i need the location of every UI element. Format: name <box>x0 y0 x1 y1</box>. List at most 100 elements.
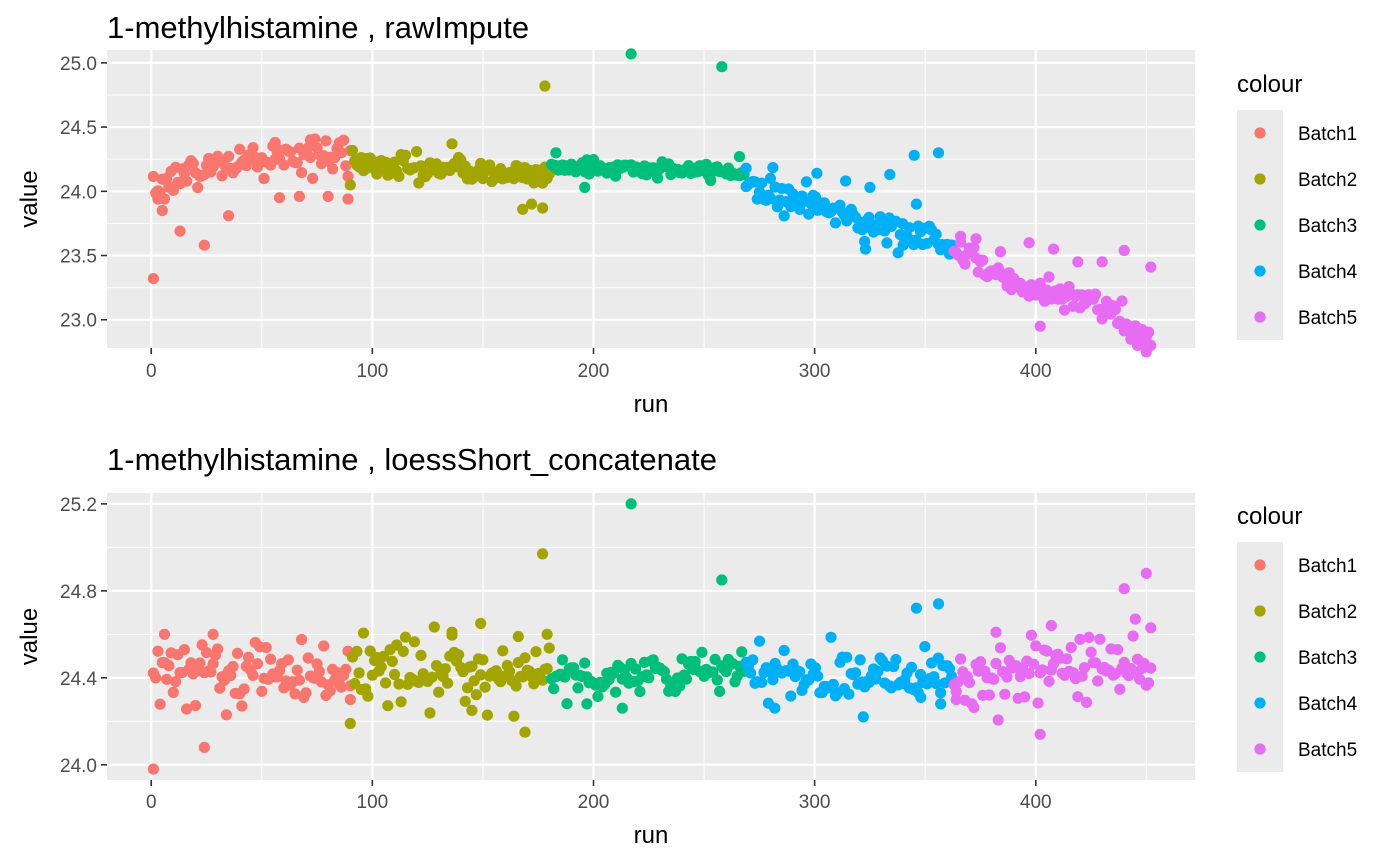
data-point-batch5 <box>1143 326 1155 338</box>
x-tick-label: 400 <box>1020 361 1052 382</box>
data-point-batch1 <box>192 181 204 194</box>
data-point-batch4 <box>740 162 752 174</box>
data-point-batch5 <box>1118 583 1130 595</box>
data-point-batch2 <box>393 678 405 690</box>
data-point-batch2 <box>466 660 478 673</box>
data-point-batch3 <box>610 686 622 698</box>
data-point-batch1 <box>189 700 202 712</box>
data-point-batch1 <box>212 643 224 655</box>
data-point-batch5 <box>955 230 967 242</box>
data-point-batch3 <box>714 685 726 698</box>
data-point-batch2 <box>446 626 458 638</box>
data-point-batch1 <box>251 658 263 670</box>
data-point-batch3 <box>711 674 723 686</box>
data-point-batch4 <box>841 651 853 663</box>
data-point-batch1 <box>238 683 250 695</box>
data-point-batch4 <box>890 654 902 666</box>
data-point-batch4 <box>872 665 884 677</box>
data-point-batch3 <box>733 151 746 163</box>
data-point-batch2 <box>453 649 465 661</box>
data-point-batch5 <box>1036 664 1048 676</box>
chart-title: 1-methylhistamine , loessShort_concatena… <box>107 442 717 477</box>
x-tick-label: 0 <box>146 792 157 813</box>
data-point-batch4 <box>778 210 790 222</box>
legend-key-point <box>1254 697 1266 709</box>
x-tick-label: 100 <box>357 361 389 382</box>
data-point-batch5 <box>1014 671 1026 683</box>
data-point-batch2 <box>537 202 549 214</box>
data-point-batch2 <box>519 726 531 738</box>
data-point-batch4 <box>932 147 945 159</box>
data-point-batch2 <box>344 179 356 191</box>
x-tick-label: 100 <box>357 792 389 813</box>
y-axis-label: value <box>16 170 43 227</box>
chart-panel-loess-short-concatenate: 0 100 200 300 400 24.0 24.4 24.8 25.2 1-methylhis… <box>16 442 1358 849</box>
data-point-batch3 <box>625 498 637 510</box>
data-point-batch1 <box>273 192 286 204</box>
data-point-batch1 <box>185 657 197 669</box>
data-point-batch5 <box>1112 644 1124 656</box>
data-point-batch5 <box>1089 288 1102 300</box>
data-point-batch4 <box>903 222 915 234</box>
data-point-batch3 <box>674 680 686 692</box>
data-point-batch3 <box>700 158 712 170</box>
legend-key-point <box>1254 651 1266 663</box>
data-point-batch4 <box>747 654 759 666</box>
data-point-batch4 <box>857 711 869 723</box>
data-point-batch4 <box>935 687 947 699</box>
data-point-batch1 <box>304 151 316 163</box>
data-point-batch1 <box>231 647 244 660</box>
data-point-batch3 <box>652 172 664 184</box>
data-point-batch2 <box>461 682 474 694</box>
legend-key-point <box>1254 559 1266 571</box>
data-point-batch4 <box>854 654 866 666</box>
data-point-batch2 <box>399 631 412 643</box>
data-point-batch5 <box>950 694 962 706</box>
data-point-batch2 <box>411 146 423 158</box>
data-point-batch2 <box>508 710 520 722</box>
data-point-batch1 <box>293 674 305 686</box>
data-point-batch1 <box>340 663 352 675</box>
y-tick-label: 23.5 <box>60 247 97 268</box>
legend: colour Batch1 Batch2 Batch3 Batch4 Batch5 <box>1237 503 1358 772</box>
data-point-batch3 <box>705 174 717 187</box>
legend-label: Batch4 <box>1298 694 1358 715</box>
data-point-batch1 <box>340 160 352 172</box>
data-point-batch1 <box>247 669 259 682</box>
data-point-batch5 <box>963 677 976 689</box>
data-point-batch1 <box>300 687 312 699</box>
data-point-batch4 <box>935 698 947 710</box>
data-point-batch4 <box>897 239 909 251</box>
legend-label: Batch3 <box>1298 216 1357 237</box>
data-point-batch4 <box>778 644 790 657</box>
chart-panel-raw-impute: 0 100 200 300 400 23.0 23.5 24.0 24.5 25.0 1-methy… <box>16 10 1358 418</box>
data-point-batch4 <box>818 197 830 209</box>
data-point-batch3 <box>572 682 584 694</box>
data-point-batch3 <box>616 702 628 714</box>
data-point-batch4 <box>908 149 920 161</box>
data-point-batch1 <box>338 134 350 146</box>
data-point-batch2 <box>537 674 549 686</box>
data-point-batch1 <box>322 190 334 202</box>
legend-key-point <box>1254 265 1266 277</box>
data-point-batch4 <box>863 211 875 223</box>
data-point-batch4 <box>811 167 823 179</box>
y-tick-label: 23.0 <box>60 311 97 332</box>
data-point-batch4 <box>864 181 876 193</box>
data-point-batch5 <box>1145 622 1157 634</box>
data-point-batch1 <box>181 703 193 715</box>
data-point-batch2 <box>475 617 487 630</box>
data-point-batch5 <box>1034 277 1046 289</box>
y-tick-label: 24.4 <box>60 669 97 690</box>
data-point-batch4 <box>884 169 896 181</box>
data-point-batch4 <box>745 667 757 679</box>
data-point-batch5 <box>1076 670 1088 682</box>
legend-key-point <box>1254 173 1266 185</box>
data-point-batch2 <box>442 677 454 689</box>
legend-key-point <box>1254 311 1266 323</box>
data-point-batch2 <box>466 704 478 717</box>
y-tick-label: 24.0 <box>60 756 97 777</box>
legend-key-point <box>1254 743 1266 755</box>
data-point-batch5 <box>1030 640 1042 652</box>
legend-key-point <box>1254 219 1266 231</box>
